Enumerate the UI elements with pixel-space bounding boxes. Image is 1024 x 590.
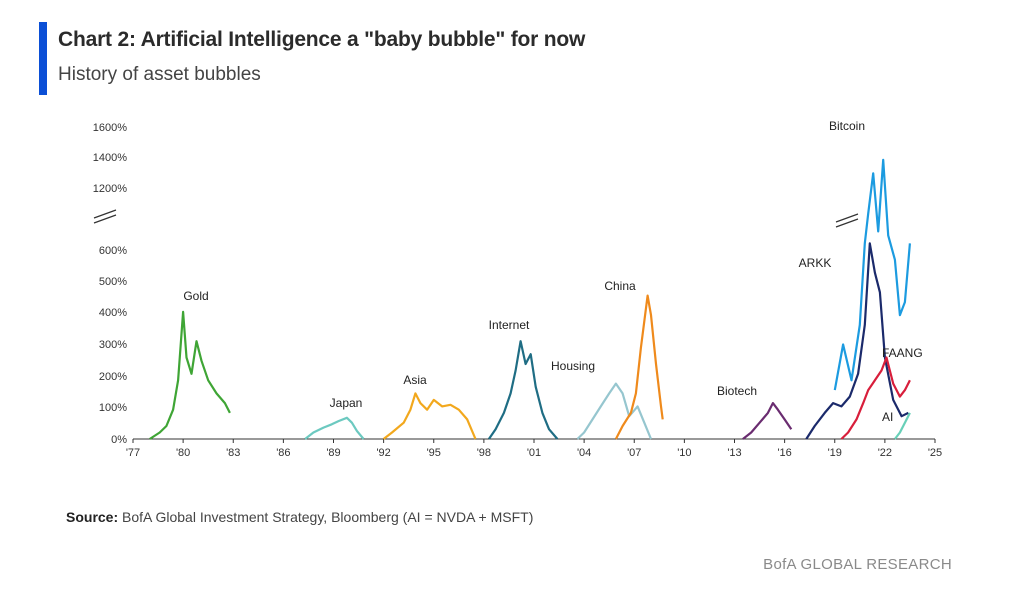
series-label-arkk: ARKK	[799, 256, 832, 270]
series-line-bitcoin	[833, 158, 911, 391]
series-label-gold: Gold	[183, 289, 208, 303]
x-tick-label: '13	[727, 447, 741, 459]
x-tick-label: '04	[577, 447, 591, 459]
x-tick-label: '98	[477, 447, 491, 459]
series-label-asia: Asia	[403, 373, 427, 387]
source-label: Source:	[66, 509, 119, 525]
series-label-japan: Japan	[330, 396, 363, 410]
x-tick-label: '07	[627, 447, 641, 459]
axis-break-mark	[93, 209, 117, 224]
series-line-ai	[894, 412, 911, 440]
series-label-ai: AI	[882, 410, 893, 424]
x-tick-label: '22	[878, 447, 892, 459]
series-break-mark	[835, 213, 859, 228]
series-label-china: China	[604, 279, 636, 293]
series-label-biotech: Biotech	[717, 384, 757, 398]
series-line-arkk	[805, 242, 909, 440]
y-tick-label: 1400%	[93, 152, 127, 164]
series-line-china	[614, 294, 664, 440]
series-line-housing	[576, 382, 653, 440]
source-note: Source: BofA Global Investment Strategy,…	[66, 509, 533, 525]
series-line-biotech	[742, 402, 793, 440]
y-tick-label: 1200%	[93, 183, 127, 195]
y-tick-label: 400%	[99, 307, 127, 319]
series-label-housing: Housing	[551, 359, 595, 373]
accent-bar	[39, 22, 47, 95]
x-tick-label: '25	[928, 447, 942, 459]
series-line-japan	[304, 416, 365, 440]
y-tick-label: 100%	[99, 402, 127, 414]
y-tick-label: 1600%	[93, 122, 127, 134]
x-tick-label: '80	[176, 447, 190, 459]
y-tick-label: 300%	[99, 339, 127, 351]
x-tick-label: '92	[376, 447, 390, 459]
x-tick-label: '19	[828, 447, 842, 459]
x-tick-label: '95	[427, 447, 441, 459]
y-tick-label: 200%	[99, 371, 127, 383]
x-tick-label: '86	[276, 447, 290, 459]
x-tick-label: '89	[326, 447, 340, 459]
series-line-gold	[149, 310, 231, 440]
chart-title: Chart 2: Artificial Intelligence a "baby…	[58, 28, 586, 51]
chart-area: '77 '80 '83 '86 '89 '92 '95 '98 '01 '04 '07 '10 '13 '…	[93, 119, 942, 459]
series-label-faang: FAANG	[882, 346, 923, 360]
source-text: BofA Global Investment Strategy, Bloombe…	[118, 509, 534, 525]
x-tick-label: '77	[126, 447, 140, 459]
x-tick-label: '16	[777, 447, 791, 459]
series-label-internet: Internet	[489, 318, 530, 332]
y-tick-label: 600%	[99, 245, 127, 257]
series-label-bitcoin: Bitcoin	[829, 119, 865, 133]
chart-subtitle: History of asset bubbles	[58, 64, 261, 85]
series-line-faang	[840, 356, 911, 440]
x-tick-label: '10	[677, 447, 691, 459]
y-tick-label: 500%	[99, 276, 127, 288]
x-tick-label: '83	[226, 447, 240, 459]
y-tick-label: 0%	[111, 434, 127, 446]
brand-footer: BofA GLOBAL RESEARCH	[763, 556, 952, 573]
x-tick-label: '01	[527, 447, 541, 459]
series-line-internet	[487, 340, 559, 440]
series-line-asia	[382, 392, 477, 440]
